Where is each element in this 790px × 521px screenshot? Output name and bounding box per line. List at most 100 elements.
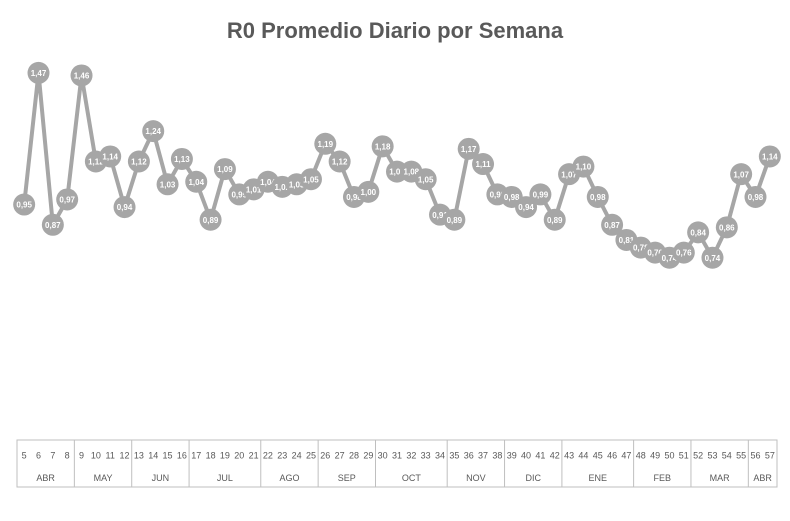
x-tick-label: 26: [320, 450, 330, 460]
x-tick-label: 20: [234, 450, 244, 460]
x-tick-label: 17: [191, 450, 201, 460]
group-label: ABR: [36, 473, 55, 483]
value-label: 0,89: [203, 216, 219, 225]
x-tick-label: 27: [335, 450, 345, 460]
point: [744, 185, 767, 208]
group-label: JUL: [217, 473, 233, 483]
x-tick-label: 10: [91, 450, 101, 460]
group-label: NOV: [466, 473, 486, 483]
point: [127, 150, 150, 173]
value-label: 1,03: [289, 180, 305, 189]
value-label: 1,12: [332, 158, 348, 167]
group-label: JUN: [152, 473, 170, 483]
x-tick-label: 5: [22, 450, 27, 460]
value-label: 0,86: [719, 223, 735, 232]
x-tick-label: 25: [306, 450, 316, 460]
point: [357, 180, 380, 203]
x-tick-label: 14: [148, 450, 158, 460]
point: [586, 185, 609, 208]
value-label: 0,91: [432, 211, 448, 220]
value-label: 1,12: [88, 158, 104, 167]
value-label: 0,98: [504, 193, 520, 202]
x-tick-label: 44: [578, 450, 588, 460]
point: [56, 188, 79, 211]
group-label: MAY: [94, 473, 113, 483]
x-tick-label: 21: [249, 450, 259, 460]
value-label: 1,00: [361, 188, 377, 197]
group-label: ABR: [753, 473, 772, 483]
point: [572, 155, 595, 178]
x-tick-label: 33: [421, 450, 431, 460]
value-label: 0,98: [346, 193, 362, 202]
point: [515, 196, 538, 219]
value-label: 1,10: [576, 163, 592, 172]
value-label: 1,47: [31, 69, 47, 78]
x-tick-label: 18: [206, 450, 216, 460]
x-tick-label: 35: [449, 450, 459, 460]
x-tick-label: 39: [507, 450, 517, 460]
value-label: 0,89: [547, 216, 563, 225]
x-tick-label: 51: [679, 450, 689, 460]
point: [199, 208, 222, 231]
point: [443, 208, 466, 231]
value-label: 1,02: [274, 183, 290, 192]
value-label: 1,11: [475, 160, 491, 169]
point: [687, 221, 710, 244]
value-label: 0,76: [676, 249, 692, 258]
point: [543, 208, 566, 231]
point: [457, 137, 480, 160]
value-label: 1,07: [733, 170, 749, 179]
value-label: 1,08: [404, 168, 420, 177]
x-tick-label: 49: [650, 450, 660, 460]
x-tick-label: 30: [378, 450, 388, 460]
x-tick-label: 8: [65, 450, 70, 460]
x-tick-label: 50: [664, 450, 674, 460]
x-tick-label: 29: [363, 450, 373, 460]
value-label: 0,74: [705, 254, 721, 263]
value-label: 0,97: [59, 196, 75, 205]
x-tick-label: 11: [106, 450, 115, 460]
point: [371, 135, 394, 158]
point: [758, 145, 781, 168]
value-label: 1,05: [303, 175, 319, 184]
point: [601, 213, 624, 236]
value-label: 0,94: [117, 203, 133, 212]
x-tick-label: 38: [492, 450, 502, 460]
value-label: 0,98: [590, 193, 606, 202]
value-label: 1,14: [102, 153, 118, 162]
point: [730, 163, 753, 186]
axis-table: [16, 439, 778, 488]
point: [41, 213, 64, 236]
x-tick-label: 9: [79, 450, 84, 460]
point: [113, 196, 136, 219]
point: [156, 173, 179, 196]
value-label: 0,81: [619, 236, 635, 245]
x-tick-label: 41: [535, 450, 545, 460]
value-label: 0,87: [45, 221, 61, 230]
x-tick-label: 43: [564, 450, 574, 460]
value-label: 1,46: [74, 72, 90, 81]
group-label: OCT: [402, 473, 422, 483]
x-tick-label: 24: [292, 450, 302, 460]
x-tick-label: 28: [349, 450, 359, 460]
x-tick-label: 6: [36, 450, 41, 460]
value-label: 1,07: [561, 170, 577, 179]
value-label: 0,94: [518, 203, 534, 212]
point: [672, 241, 695, 264]
point: [472, 153, 495, 176]
x-tick-label: 23: [277, 450, 287, 460]
x-tick-label: 36: [464, 450, 474, 460]
value-label: 0,74: [662, 254, 678, 263]
value-label: 1,13: [174, 155, 190, 164]
value-label: 1,05: [418, 175, 434, 184]
point: [314, 132, 337, 155]
point: [414, 168, 437, 191]
x-tick-label: 54: [722, 450, 732, 460]
value-label: 1,19: [318, 140, 334, 149]
x-tick-label: 32: [406, 450, 416, 460]
x-tick-label: 53: [707, 450, 717, 460]
point: [701, 246, 724, 269]
group-label: AGO: [279, 473, 299, 483]
x-tick-label: 45: [593, 450, 603, 460]
